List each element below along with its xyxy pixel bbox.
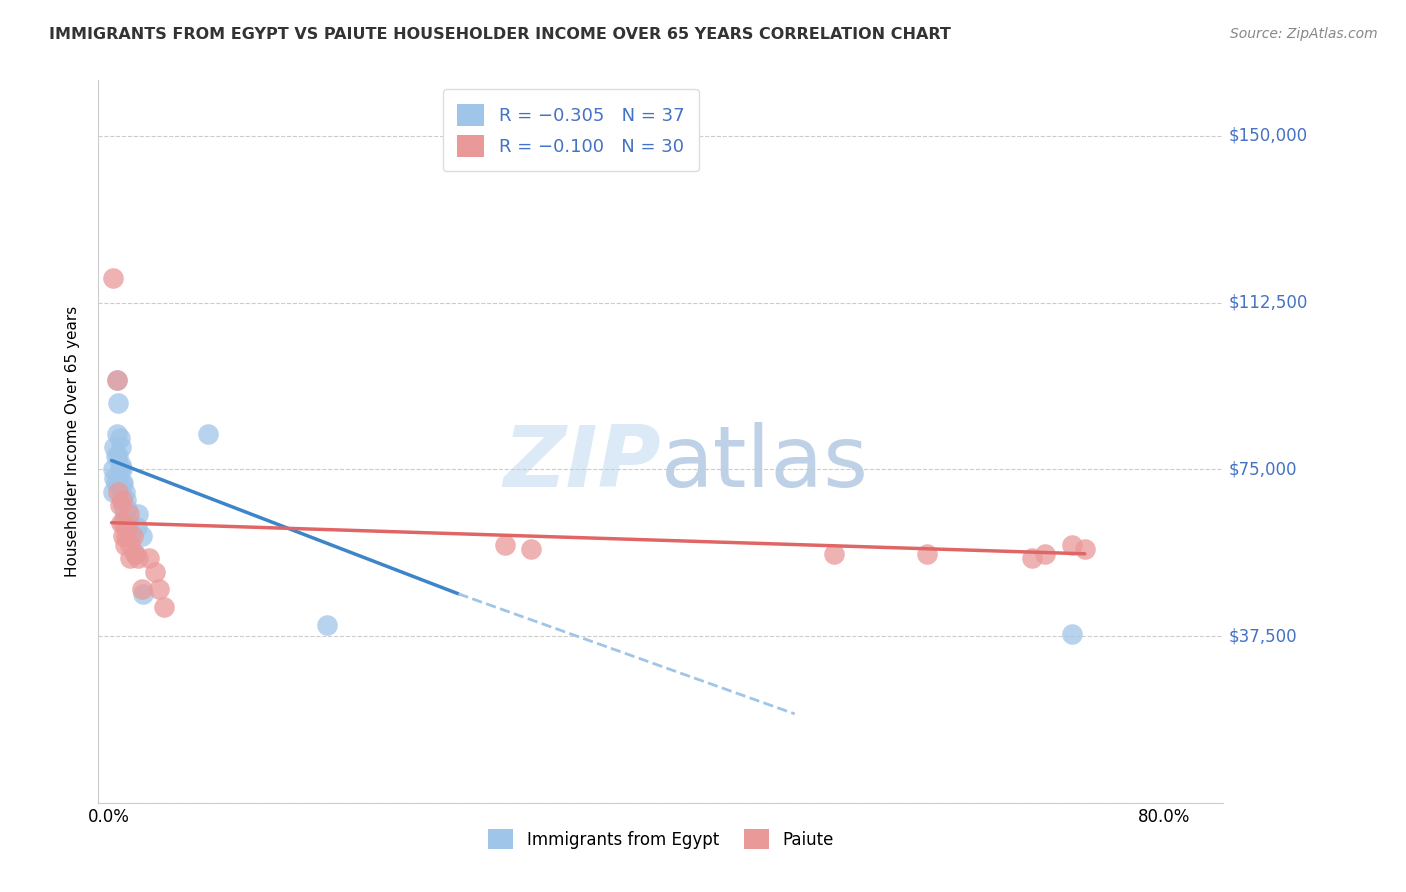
Point <box>114 507 136 521</box>
Point <box>107 449 129 463</box>
Point <box>115 493 138 508</box>
Point <box>148 582 170 597</box>
Point <box>110 484 132 499</box>
Point <box>120 538 142 552</box>
Point <box>117 520 139 534</box>
Point <box>1074 542 1097 557</box>
Point <box>114 484 136 499</box>
Point <box>104 449 127 463</box>
Point <box>143 565 166 579</box>
Point <box>107 475 129 490</box>
Point <box>520 542 543 557</box>
Point <box>107 395 129 409</box>
Point <box>131 529 153 543</box>
Point <box>104 475 127 490</box>
Point <box>315 618 337 632</box>
Point <box>110 516 132 530</box>
Legend: Immigrants from Egypt, Paiute: Immigrants from Egypt, Paiute <box>481 822 841 856</box>
Point <box>112 516 135 530</box>
Text: atlas: atlas <box>661 422 869 505</box>
Y-axis label: Householder Income Over 65 years: Householder Income Over 65 years <box>65 306 80 577</box>
Point <box>112 498 135 512</box>
Point <box>114 538 136 552</box>
Point <box>117 502 139 516</box>
Point <box>1021 551 1043 566</box>
Point <box>105 373 128 387</box>
Text: IMMIGRANTS FROM EGYPT VS PAIUTE HOUSEHOLDER INCOME OVER 65 YEARS CORRELATION CHA: IMMIGRANTS FROM EGYPT VS PAIUTE HOUSEHOL… <box>49 27 950 42</box>
Point <box>101 484 124 499</box>
Point <box>103 471 125 485</box>
Point <box>1060 538 1083 552</box>
Point <box>118 516 141 530</box>
Point <box>101 271 124 285</box>
Point <box>124 547 146 561</box>
Text: Source: ZipAtlas.com: Source: ZipAtlas.com <box>1230 27 1378 41</box>
Point <box>105 373 128 387</box>
Point <box>197 426 219 441</box>
Point <box>120 529 142 543</box>
Point <box>127 507 149 521</box>
Point <box>110 458 132 472</box>
Point <box>1033 547 1056 561</box>
Point <box>111 462 134 476</box>
Point <box>1060 627 1083 641</box>
Point <box>108 498 131 512</box>
Point <box>115 520 138 534</box>
Text: ZIP: ZIP <box>503 422 661 505</box>
Point <box>823 547 845 561</box>
Point <box>124 547 146 561</box>
Point <box>118 507 141 521</box>
Point <box>112 529 135 543</box>
Point <box>127 551 149 566</box>
Point <box>111 493 134 508</box>
Point <box>138 551 160 566</box>
Point <box>132 587 155 601</box>
Point <box>114 507 136 521</box>
Point <box>101 462 124 476</box>
Point <box>103 440 125 454</box>
Point <box>108 462 131 476</box>
Point <box>131 582 153 597</box>
Text: $37,500: $37,500 <box>1229 627 1298 645</box>
Point <box>107 484 129 499</box>
Point <box>110 440 132 454</box>
Point <box>121 529 143 543</box>
Text: $112,500: $112,500 <box>1229 293 1308 311</box>
Text: $75,000: $75,000 <box>1229 460 1298 478</box>
Point <box>125 520 148 534</box>
Point <box>112 475 135 490</box>
Point <box>111 493 134 508</box>
Point <box>494 538 516 552</box>
Text: $150,000: $150,000 <box>1229 127 1308 145</box>
Point <box>105 426 128 441</box>
Point <box>120 551 142 566</box>
Point <box>111 475 134 490</box>
Point <box>108 431 131 445</box>
Point <box>153 600 176 615</box>
Point <box>915 547 938 561</box>
Point <box>115 529 138 543</box>
